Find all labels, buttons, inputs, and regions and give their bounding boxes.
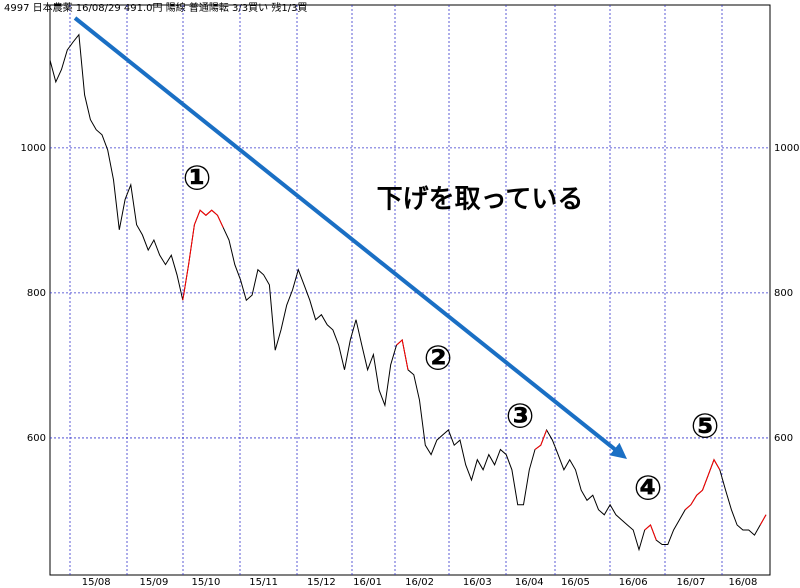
chart-title: 4997 日本農薬 16/08/29 491.0円 陽線 普通陽転 3/3買い … xyxy=(4,1,307,14)
x-tick-label: 15/10 xyxy=(191,577,220,588)
y-tick-label-right: 1000 xyxy=(774,143,799,154)
x-tick-label: 15/09 xyxy=(140,577,169,588)
trend-arrow xyxy=(73,16,628,459)
annotation: ② xyxy=(424,339,453,379)
y-tick-label: 600 xyxy=(27,433,46,444)
x-tick-label: 16/01 xyxy=(353,577,382,588)
annotation: ① xyxy=(183,159,212,199)
x-tick-label: 16/02 xyxy=(405,577,434,588)
x-tick-label: 16/05 xyxy=(561,577,590,588)
x-tick-label: 15/08 xyxy=(82,577,111,588)
x-tick-label: 16/04 xyxy=(515,577,544,588)
x-tick-label: 15/12 xyxy=(307,577,336,588)
y-tick-label-right: 800 xyxy=(774,288,793,299)
y-tick-label: 1000 xyxy=(21,143,46,154)
x-tick-label: 16/03 xyxy=(463,577,492,588)
annotation: ④ xyxy=(634,469,663,509)
y-tick-label-right: 600 xyxy=(774,433,793,444)
x-tick-label: 15/11 xyxy=(249,577,278,588)
annotation: ⑤ xyxy=(691,407,720,447)
x-tick-label: 16/06 xyxy=(619,577,648,588)
annotation: ③ xyxy=(506,397,535,437)
price-line xyxy=(182,209,767,541)
y-tick-label: 800 xyxy=(27,288,46,299)
annotation: 下げを取っている xyxy=(377,185,584,215)
x-tick-label: 16/07 xyxy=(677,577,706,588)
x-tick-label: 16/08 xyxy=(728,577,757,588)
plot-frame xyxy=(49,4,771,576)
